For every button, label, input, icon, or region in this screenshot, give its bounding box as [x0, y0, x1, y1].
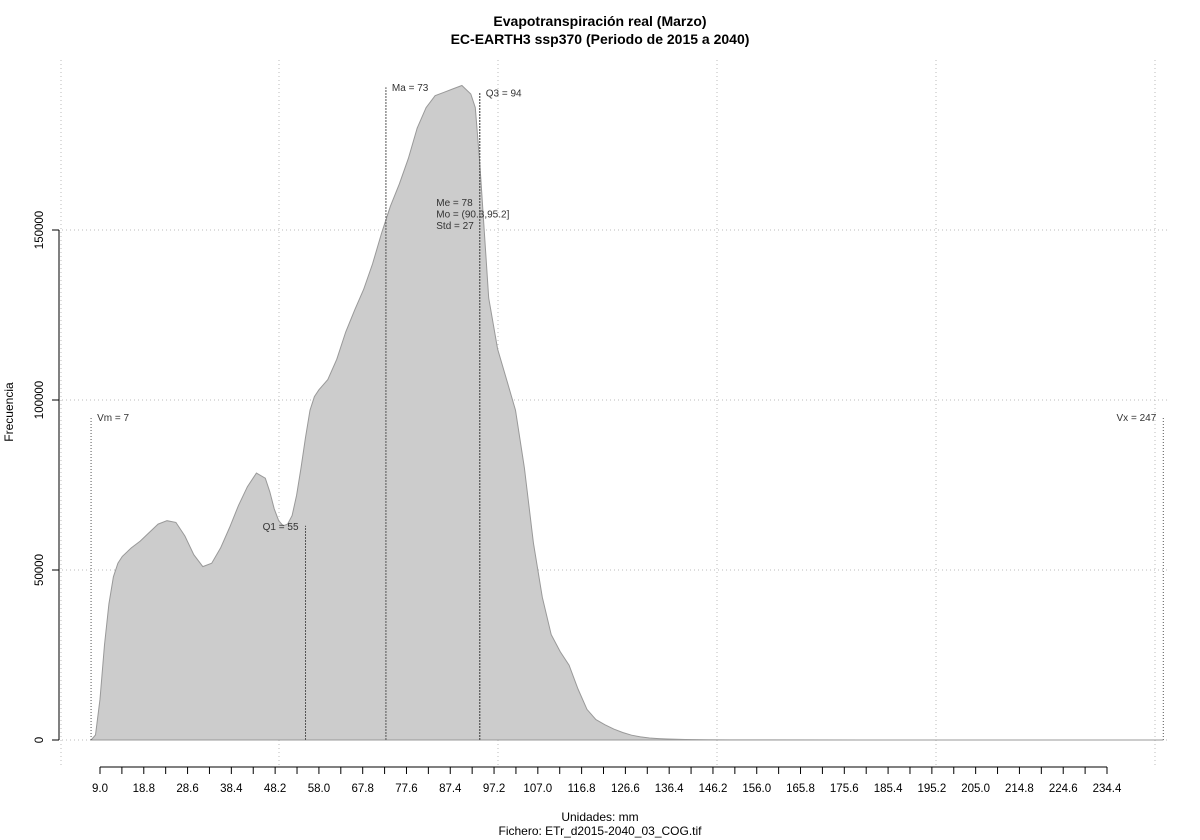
x-tick-label: 87.4 — [439, 783, 462, 795]
x-tick-label: 185.4 — [874, 783, 903, 795]
file-caption: Fichero: ETr_d2015-2040_03_COG.tif — [498, 824, 702, 838]
x-tick-label: 97.2 — [483, 783, 505, 795]
x-tick-label: 224.6 — [1049, 783, 1078, 795]
stats-line: Mo = (90.3,95.2] — [436, 210, 509, 221]
stats-line: Std = 27 — [436, 221, 474, 232]
chart-subtitle: EC-EARTH3 ssp370 (Periodo de 2015 a 2040… — [450, 31, 750, 47]
x-tick-label: 28.6 — [176, 783, 198, 795]
x-tick-label: 175.6 — [830, 783, 859, 795]
x-tick-label: 214.8 — [1005, 783, 1034, 795]
x-tick-label: 205.0 — [961, 783, 990, 795]
y-tick-label: 100000 — [34, 381, 46, 419]
density-area — [90, 84, 1164, 741]
x-tick-label: 234.4 — [1093, 783, 1122, 795]
x-axis-label: Unidades: mm — [561, 810, 639, 824]
y-tick-label: 150000 — [34, 211, 46, 249]
stat-marker-label: Q1 = 55 — [263, 522, 299, 533]
x-tick-label: 116.8 — [568, 783, 596, 795]
x-tick-label: 77.6 — [395, 783, 417, 795]
x-tick-label: 126.6 — [611, 783, 640, 795]
stat-marker-label: Q3 = 94 — [486, 88, 522, 99]
stat-marker-label: Vm = 7 — [97, 413, 129, 424]
x-tick-label: 136.4 — [655, 783, 684, 795]
x-tick-label: 58.0 — [308, 783, 330, 795]
x-tick-label: 195.2 — [917, 783, 946, 795]
stats-line: Me = 78 — [436, 198, 473, 209]
x-tick-label: 156.0 — [742, 783, 771, 795]
x-tick-label: 67.8 — [352, 783, 374, 795]
x-tick-label: 9.0 — [92, 783, 108, 795]
stat-marker-label: Ma = 73 — [392, 83, 429, 94]
chart-title: Evapotranspiración real (Marzo) — [493, 13, 707, 29]
x-tick-label: 107.0 — [523, 783, 552, 795]
x-tick-label: 38.4 — [220, 783, 243, 795]
x-tick-label: 48.2 — [264, 783, 286, 795]
x-tick-label: 18.8 — [133, 783, 155, 795]
x-tick-label: 146.2 — [699, 783, 728, 795]
y-tick-label: 0 — [34, 737, 46, 743]
x-tick-label: 165.8 — [786, 783, 815, 795]
y-axis-label: Frecuencia — [2, 382, 16, 442]
stat-marker-label: Vx = 247 — [1117, 413, 1157, 424]
y-tick-label: 50000 — [34, 554, 46, 586]
